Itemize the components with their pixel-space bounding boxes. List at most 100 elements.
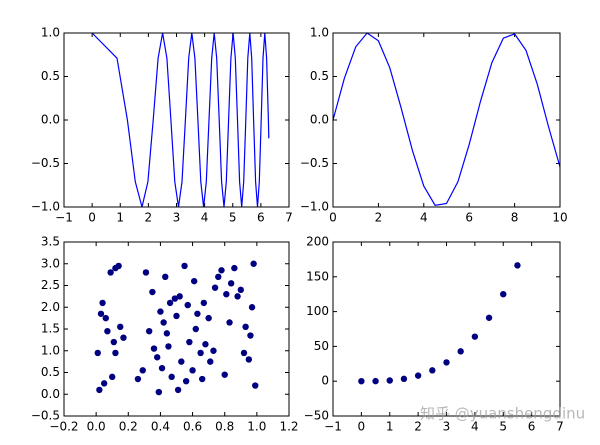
y-tick-label: 50: [314, 339, 329, 353]
point: [514, 262, 521, 269]
x-tick-label: 1: [386, 420, 394, 434]
point: [226, 319, 233, 326]
y-tick-label: 3.0: [41, 256, 60, 270]
point: [117, 323, 124, 331]
point: [157, 308, 164, 315]
point: [102, 314, 109, 322]
y-tick-label: 0.5: [310, 69, 329, 83]
point: [386, 377, 393, 384]
point: [134, 375, 142, 383]
y-tick-label: 1.0: [41, 26, 60, 40]
point: [485, 314, 493, 321]
y-tick-label: −50: [304, 409, 329, 423]
point: [200, 299, 208, 307]
x-tick-label: 2: [414, 420, 422, 434]
point: [186, 338, 193, 346]
point: [104, 327, 111, 335]
x-tick-label: 0.2: [119, 420, 138, 434]
x-tick-label: 0: [358, 420, 366, 434]
point: [248, 304, 256, 311]
x-tick-label: −1: [55, 211, 73, 225]
x-tick-label: 0.6: [183, 420, 202, 434]
point: [155, 388, 163, 396]
y-tick-label: −0.5: [300, 156, 329, 170]
watermark: 知乎 @yuanshengdinu: [420, 405, 585, 423]
y-tick-label: 3.5: [41, 235, 60, 249]
y-tick-label: 0.5: [41, 365, 60, 379]
point: [199, 375, 206, 383]
x-tick-label: 10: [552, 211, 567, 225]
point: [109, 373, 116, 381]
x-tick-label: 1.2: [279, 420, 298, 434]
point: [252, 382, 259, 389]
x-tick-label: 7: [285, 211, 293, 225]
x-tick-label: 0: [88, 211, 96, 225]
point: [99, 299, 106, 307]
y-tick-label: 2.5: [41, 278, 60, 292]
point: [194, 310, 201, 317]
point: [211, 284, 219, 291]
plot-frame: [332, 241, 561, 417]
point: [176, 293, 183, 300]
point: [97, 310, 105, 317]
point: [237, 286, 244, 294]
point: [205, 314, 212, 322]
point: [202, 341, 209, 348]
point: [165, 343, 172, 350]
x-tick-label: 4: [201, 211, 209, 225]
line: [91, 32, 270, 208]
point: [207, 358, 214, 365]
point: [94, 349, 101, 357]
y-tick-label: −0.5: [31, 156, 60, 170]
point: [184, 301, 191, 309]
point: [218, 267, 225, 274]
point: [139, 367, 146, 374]
point: [162, 273, 169, 280]
y-tick-label: −1.0: [300, 200, 329, 214]
point: [443, 359, 450, 366]
point: [190, 277, 198, 285]
x-tick-label: 4: [471, 420, 479, 434]
y-tick-label: 1.0: [41, 343, 60, 357]
point: [372, 377, 379, 385]
x-tick-label: 0.8: [215, 420, 234, 434]
y-tick-label: 0.0: [310, 113, 329, 127]
x-tick-label: 6: [465, 211, 473, 225]
point: [107, 269, 114, 276]
plot-frame: [63, 32, 290, 208]
x-tick-label: 1: [116, 211, 124, 225]
point: [457, 348, 464, 355]
point: [120, 334, 127, 341]
y-tick-label: 2.0: [41, 300, 60, 314]
point: [168, 373, 175, 381]
point: [181, 262, 188, 270]
point: [245, 356, 253, 363]
point: [158, 364, 166, 372]
point: [110, 338, 118, 346]
point: [471, 333, 479, 340]
point: [429, 367, 436, 374]
x-tick-label: −1: [324, 420, 342, 434]
plot-frame: [332, 32, 561, 208]
point: [197, 349, 204, 357]
point: [173, 312, 180, 320]
y-tick-label: 1.0: [310, 26, 329, 40]
x-tick-label: 5: [499, 420, 507, 434]
point: [174, 386, 182, 394]
point: [163, 330, 171, 337]
y-tick-label: 1.5: [41, 322, 60, 336]
point: [192, 325, 199, 333]
point: [160, 319, 167, 326]
x-tick-label: 1.0: [247, 420, 266, 434]
x-tick-label: 6: [528, 420, 536, 434]
point: [171, 295, 179, 302]
x-tick-label: 0.4: [151, 420, 170, 434]
point: [112, 349, 119, 357]
y-tick-label: 0.5: [41, 69, 60, 83]
point: [223, 291, 230, 298]
x-tick-label: 6: [257, 211, 265, 225]
x-tick-label: 2: [145, 211, 153, 225]
point: [182, 378, 190, 385]
point: [247, 332, 254, 339]
